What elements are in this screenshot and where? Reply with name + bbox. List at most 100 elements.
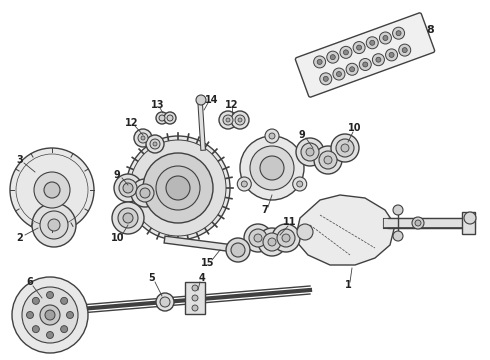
Circle shape [22, 287, 78, 343]
Circle shape [346, 63, 358, 75]
Circle shape [412, 217, 424, 229]
Circle shape [254, 234, 262, 242]
Circle shape [166, 176, 190, 200]
Circle shape [249, 229, 267, 247]
Circle shape [40, 305, 60, 325]
Circle shape [319, 151, 337, 169]
Text: 10: 10 [111, 233, 125, 243]
Circle shape [268, 238, 276, 246]
Circle shape [393, 205, 403, 215]
Circle shape [45, 310, 55, 320]
Circle shape [250, 146, 294, 190]
Circle shape [226, 118, 230, 122]
Circle shape [192, 305, 198, 311]
Circle shape [240, 136, 304, 200]
Circle shape [119, 179, 137, 197]
Circle shape [297, 224, 313, 240]
Circle shape [123, 213, 133, 223]
Circle shape [301, 143, 319, 161]
Text: 5: 5 [148, 273, 155, 283]
Circle shape [372, 54, 385, 66]
FancyBboxPatch shape [295, 13, 435, 97]
Circle shape [140, 188, 150, 198]
Circle shape [219, 111, 237, 129]
Circle shape [282, 234, 290, 242]
Circle shape [61, 326, 68, 333]
Circle shape [118, 208, 138, 228]
Circle shape [40, 211, 68, 239]
Text: 7: 7 [262, 205, 269, 215]
Circle shape [12, 277, 88, 353]
Circle shape [131, 179, 159, 207]
Circle shape [370, 40, 375, 45]
Circle shape [32, 326, 39, 333]
Circle shape [333, 68, 345, 80]
Circle shape [156, 293, 174, 311]
Circle shape [464, 212, 476, 224]
Circle shape [331, 134, 359, 162]
Circle shape [341, 144, 349, 152]
Circle shape [32, 203, 76, 247]
Text: 4: 4 [198, 273, 205, 283]
Circle shape [164, 112, 176, 124]
Circle shape [330, 55, 335, 60]
Text: 1: 1 [344, 280, 351, 290]
Circle shape [150, 139, 160, 149]
Circle shape [314, 146, 342, 174]
Circle shape [237, 177, 251, 191]
Circle shape [143, 153, 213, 223]
Circle shape [44, 182, 60, 198]
Circle shape [156, 166, 200, 210]
Text: 9: 9 [298, 130, 305, 140]
Circle shape [343, 50, 348, 55]
Text: 12: 12 [125, 118, 139, 128]
Circle shape [136, 184, 154, 202]
Circle shape [327, 51, 339, 63]
Circle shape [192, 285, 198, 291]
Circle shape [376, 57, 381, 62]
Circle shape [126, 136, 230, 240]
Circle shape [156, 112, 168, 124]
Circle shape [153, 142, 157, 146]
Circle shape [392, 27, 405, 39]
Text: 6: 6 [26, 277, 33, 287]
Circle shape [130, 140, 226, 236]
Polygon shape [295, 195, 395, 265]
Circle shape [114, 174, 142, 202]
Text: 13: 13 [151, 100, 165, 110]
Circle shape [396, 31, 401, 36]
Text: 15: 15 [201, 258, 215, 268]
Circle shape [134, 129, 152, 147]
Text: 11: 11 [283, 217, 297, 227]
Circle shape [112, 202, 144, 234]
Polygon shape [462, 212, 475, 234]
Circle shape [269, 133, 275, 139]
Circle shape [402, 48, 407, 53]
Circle shape [277, 229, 295, 247]
Circle shape [393, 231, 403, 241]
Circle shape [67, 311, 74, 319]
Circle shape [167, 115, 173, 121]
Circle shape [138, 133, 148, 143]
Circle shape [235, 115, 245, 125]
Circle shape [336, 139, 354, 157]
Circle shape [399, 44, 411, 56]
Circle shape [306, 148, 314, 156]
Circle shape [340, 46, 352, 58]
Circle shape [258, 228, 286, 256]
Circle shape [48, 219, 60, 231]
Text: 14: 14 [205, 95, 219, 105]
Circle shape [61, 297, 68, 304]
Circle shape [244, 224, 272, 252]
Text: 3: 3 [17, 155, 24, 165]
Circle shape [47, 292, 53, 298]
Circle shape [263, 233, 281, 251]
Circle shape [141, 136, 145, 140]
Circle shape [314, 56, 326, 68]
Circle shape [32, 297, 39, 304]
Circle shape [265, 129, 279, 143]
Circle shape [366, 37, 378, 49]
Circle shape [353, 41, 365, 54]
Circle shape [223, 115, 233, 125]
Circle shape [323, 76, 328, 81]
